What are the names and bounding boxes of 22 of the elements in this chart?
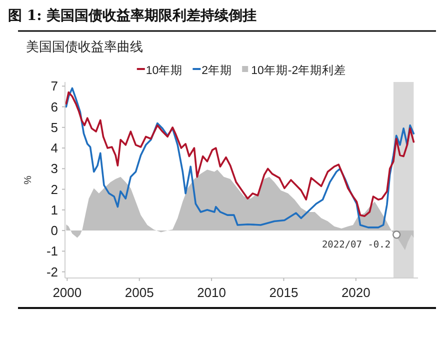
y-tick-label: 5 (50, 120, 58, 135)
y-tick-label: 1 (50, 202, 58, 218)
y-tick-label: -1 (46, 244, 58, 259)
chart-title: 图 1: 美国国债收益率期限利差持续倒挂 (8, 7, 257, 24)
y-tick-label: 4 (50, 140, 58, 156)
y-tick-label: 3 (50, 161, 58, 176)
x-tick-label: 2000 (52, 285, 82, 300)
y-tick-label: 2 (50, 182, 58, 197)
y-tick-label: -2 (46, 264, 58, 280)
x-tick-label: 2010 (197, 285, 226, 300)
y-tick-label: 7 (50, 78, 58, 94)
y-tick-label: 6 (50, 99, 58, 114)
legend-label: 10年期-2年期利差 (251, 64, 346, 77)
legend-label: 2年期 (202, 64, 232, 77)
x-tick-label: 2015 (269, 285, 298, 300)
legend-label: 10年期 (146, 64, 183, 77)
x-tick-label: 2020 (341, 285, 370, 300)
y-tick-label: 0 (50, 223, 58, 238)
y-axis-title: % (23, 175, 34, 184)
chart-subtitle: 美国国债收益率曲线 (26, 39, 143, 55)
x-tick-label: 2005 (124, 285, 154, 300)
annotation: 2022/07 -0.2 (322, 240, 391, 251)
